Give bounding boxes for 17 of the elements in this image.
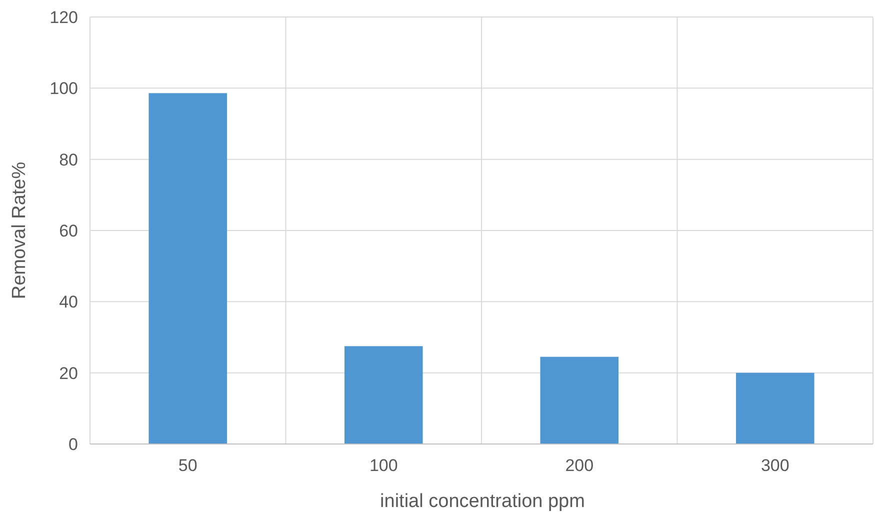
y-tick-label: 60 — [59, 221, 78, 240]
bar — [736, 372, 814, 444]
y-tick-label: 40 — [59, 292, 78, 312]
x-tick-label: 50 — [178, 456, 198, 475]
x-tick-label: 200 — [565, 456, 594, 475]
y-tick-label: 0 — [68, 434, 78, 454]
x-axis-title: initial concentration ppm — [380, 491, 585, 512]
x-tick-label: 100 — [369, 456, 398, 475]
y-tick-label: 20 — [59, 364, 78, 383]
y-tick-label: 100 — [50, 79, 78, 98]
y-axis-title: Removal Rate% — [9, 162, 30, 300]
bar — [540, 356, 619, 444]
y-tick-label: 120 — [50, 8, 78, 27]
bar — [344, 346, 423, 444]
x-tick-label: 300 — [760, 456, 790, 475]
bar — [148, 93, 228, 444]
y-tick-label: 80 — [59, 150, 78, 170]
